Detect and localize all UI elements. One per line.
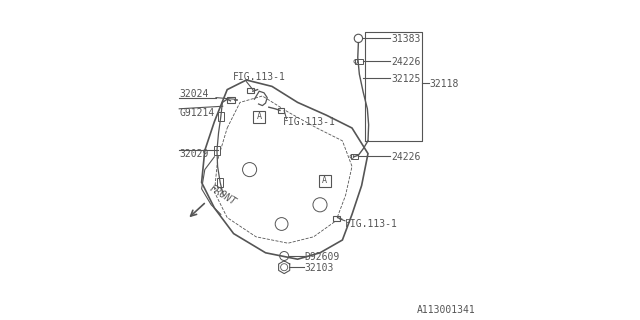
Text: 24226: 24226 [391, 152, 420, 162]
Text: 24226: 24226 [391, 57, 420, 67]
Text: FRONT: FRONT [207, 183, 237, 207]
Bar [351, 154, 358, 159]
Text: D92609: D92609 [305, 252, 340, 262]
Bar [227, 97, 235, 103]
Text: 32118: 32118 [429, 79, 459, 89]
Text: FIG.113-1: FIG.113-1 [233, 72, 286, 83]
Bar [278, 108, 284, 113]
FancyBboxPatch shape [253, 111, 265, 123]
Bar [214, 146, 220, 155]
Bar [218, 178, 223, 187]
Text: G91214: G91214 [179, 108, 214, 118]
Text: 32029: 32029 [179, 149, 209, 159]
Text: 32103: 32103 [305, 263, 334, 273]
Text: 32024: 32024 [179, 89, 209, 100]
Text: FIG.113-1: FIG.113-1 [345, 219, 398, 229]
Bar [248, 88, 255, 93]
FancyBboxPatch shape [319, 175, 331, 187]
Text: A113001341: A113001341 [417, 305, 475, 315]
Text: 31383: 31383 [391, 34, 420, 44]
Bar [218, 112, 224, 121]
Bar [355, 59, 363, 64]
Text: A: A [323, 176, 327, 185]
Text: FIG.113-1: FIG.113-1 [283, 117, 336, 127]
Bar [333, 216, 340, 221]
Text: 32125: 32125 [391, 74, 420, 84]
Text: A: A [257, 112, 262, 121]
